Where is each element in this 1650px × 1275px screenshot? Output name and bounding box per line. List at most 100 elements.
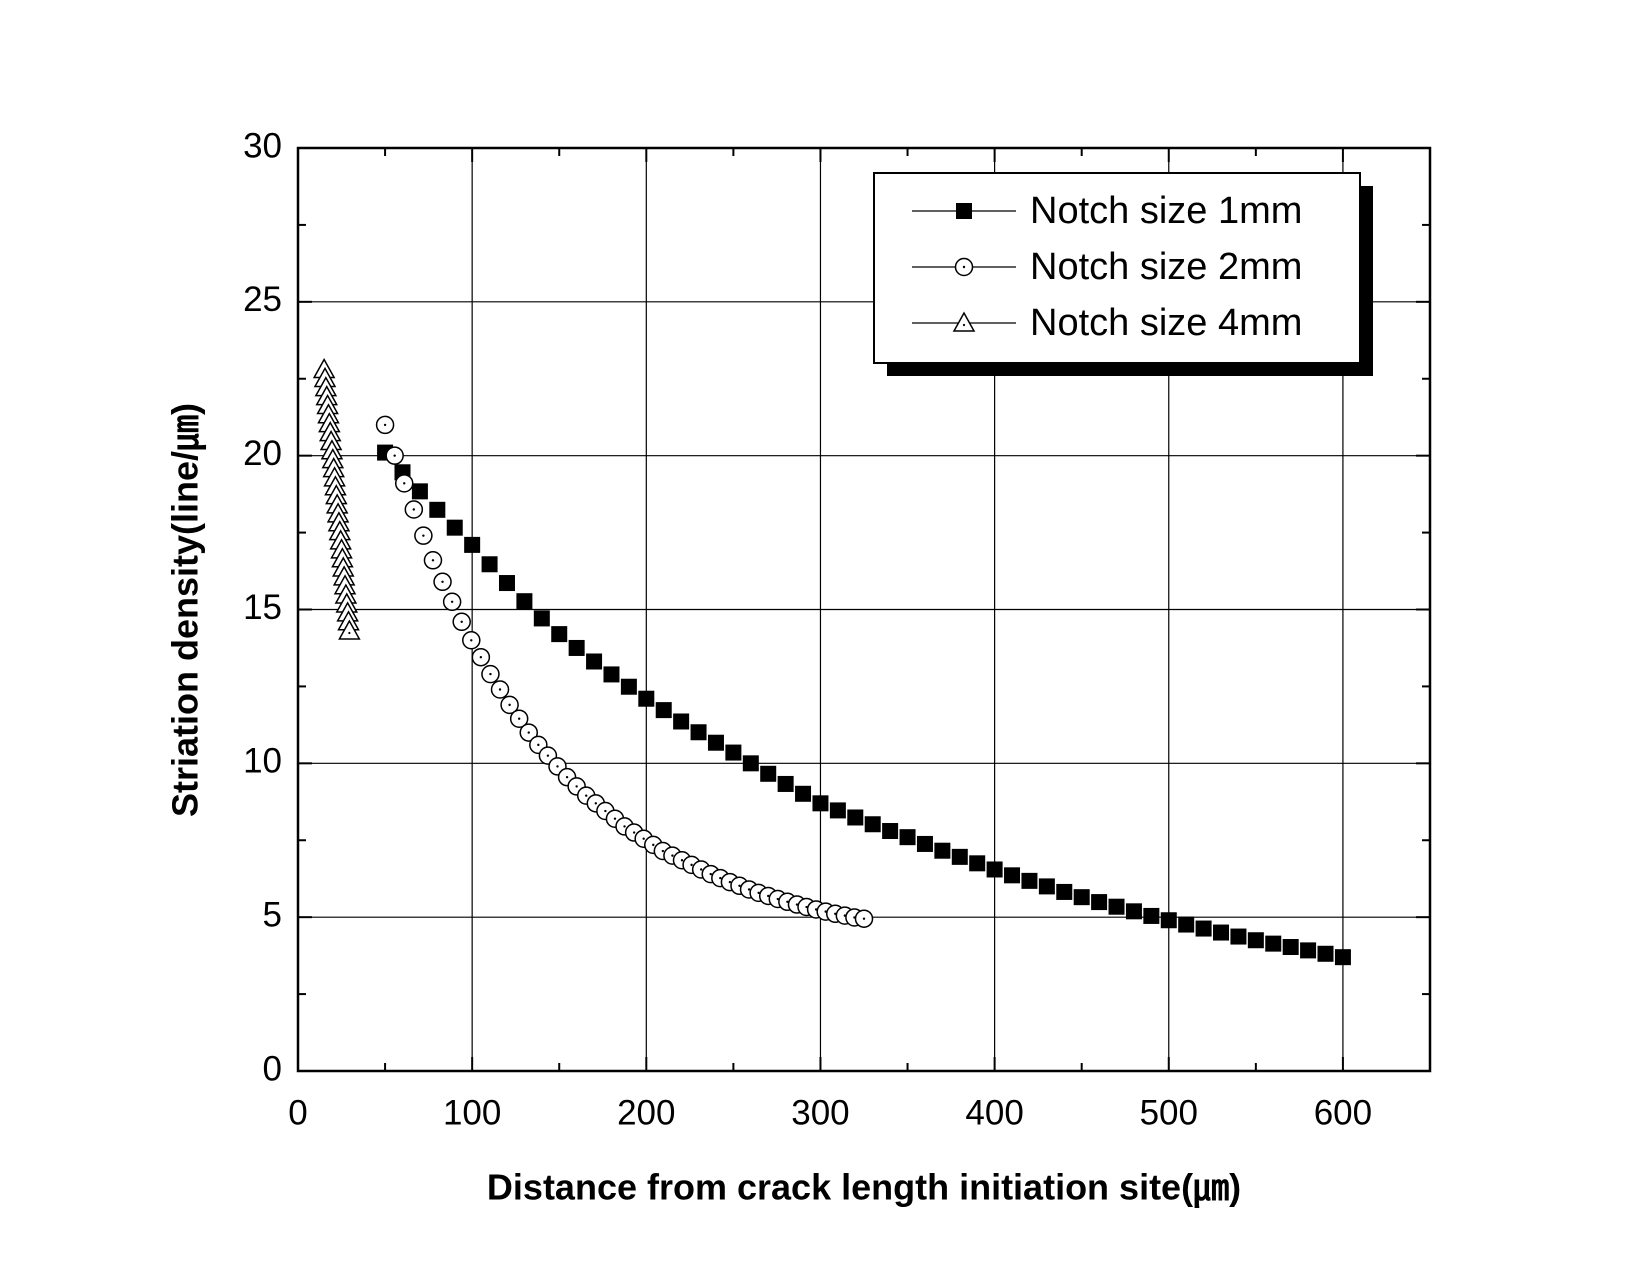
marker-square — [864, 816, 881, 833]
marker-circle — [442, 592, 462, 612]
marker-dot — [489, 672, 492, 676]
marker-dot — [498, 688, 502, 691]
marker-dot — [613, 817, 617, 820]
marker-circle — [423, 551, 443, 570]
marker-square — [673, 713, 690, 730]
marker-dot — [441, 580, 444, 584]
marker-square — [1195, 920, 1212, 937]
x-tick-label: 0 — [288, 1093, 307, 1132]
marker-square — [707, 734, 724, 751]
marker-dot — [393, 454, 396, 457]
marker-circle — [490, 680, 510, 699]
marker-square — [1282, 939, 1299, 956]
marker-square — [725, 744, 742, 761]
marker-dot — [757, 891, 760, 895]
marker-square — [1073, 889, 1090, 906]
marker-dot — [383, 423, 387, 427]
marker-square — [1056, 883, 1073, 900]
marker-circle — [404, 500, 424, 519]
marker-square — [411, 483, 428, 500]
marker-square — [1317, 945, 1334, 962]
marker-square — [620, 678, 637, 695]
marker-triangle — [952, 311, 976, 332]
marker-dot — [632, 831, 636, 834]
marker-dot — [699, 868, 703, 871]
marker-dot — [450, 600, 454, 604]
marker-square — [956, 203, 972, 219]
marker-square — [829, 802, 846, 819]
marker-dot — [431, 559, 435, 562]
x-tick-label: 200 — [617, 1093, 675, 1132]
marker-circle — [481, 664, 500, 684]
marker-square — [847, 809, 864, 826]
marker-square — [812, 795, 829, 812]
marker-square — [1108, 898, 1125, 915]
marker-dot — [422, 534, 425, 537]
marker-circle — [433, 572, 452, 592]
marker-square — [586, 653, 603, 670]
marker-square — [760, 765, 777, 782]
marker-triangle — [338, 619, 361, 640]
marker-dot — [690, 863, 693, 867]
marker-dot — [747, 888, 751, 891]
marker-square — [429, 501, 446, 518]
marker-circle — [471, 647, 491, 667]
marker-dot — [728, 880, 732, 884]
marker-square — [916, 835, 933, 852]
marker-dot — [556, 765, 559, 768]
marker-square — [1091, 894, 1108, 911]
marker-circle — [375, 415, 395, 435]
y-tick-label: 5 — [263, 895, 282, 934]
x-tick-label: 500 — [1140, 1093, 1198, 1132]
marker-dot — [565, 775, 569, 779]
x-tick-label: 300 — [791, 1093, 849, 1132]
legend-label: Notch size 1mm — [1030, 190, 1302, 232]
marker-circle — [462, 631, 481, 650]
marker-dot — [508, 703, 511, 707]
marker-square — [1004, 867, 1021, 884]
marker-square — [1213, 924, 1230, 941]
marker-square — [446, 519, 463, 536]
x-tick-label: 400 — [965, 1093, 1023, 1132]
marker-square — [638, 690, 655, 707]
marker-circle — [500, 695, 519, 715]
marker-square — [533, 610, 550, 627]
x-axis-label: Distance from crack length initiation si… — [487, 1167, 1241, 1209]
marker-dot — [671, 854, 674, 857]
marker-square — [1265, 935, 1282, 952]
marker-square — [1230, 928, 1247, 945]
plot-frame — [296, 146, 1432, 1073]
marker-square — [986, 861, 1003, 878]
marker-circle — [954, 257, 974, 277]
marker-dot — [652, 843, 655, 847]
y-tick-label: 20 — [243, 434, 282, 473]
marker-square — [690, 724, 707, 741]
marker-circle — [509, 709, 529, 728]
marker-dot — [738, 884, 741, 887]
marker-square — [551, 626, 568, 643]
marker-square — [1178, 916, 1195, 933]
marker-dot — [546, 754, 550, 757]
x-tick-label: 600 — [1314, 1093, 1372, 1132]
legend-label: Notch size 4mm — [1030, 302, 1302, 344]
marker-dot — [661, 849, 665, 853]
marker-dot — [862, 917, 866, 920]
marker-dot — [719, 876, 722, 880]
marker-dot — [594, 802, 598, 805]
y-tick-label: 0 — [263, 1049, 282, 1088]
marker-dot — [642, 837, 645, 840]
y-tick-label: 25 — [243, 280, 282, 319]
marker-square — [568, 639, 585, 656]
series — [312, 357, 361, 640]
marker-square — [603, 666, 620, 683]
y-tick-label: 10 — [243, 742, 282, 781]
marker-dot — [680, 859, 684, 862]
marker-circle — [452, 612, 471, 632]
marker-dot — [470, 639, 473, 642]
marker-dot — [479, 655, 483, 659]
marker-dot — [767, 894, 770, 898]
marker-dot — [962, 323, 966, 327]
marker-dot — [709, 872, 712, 876]
